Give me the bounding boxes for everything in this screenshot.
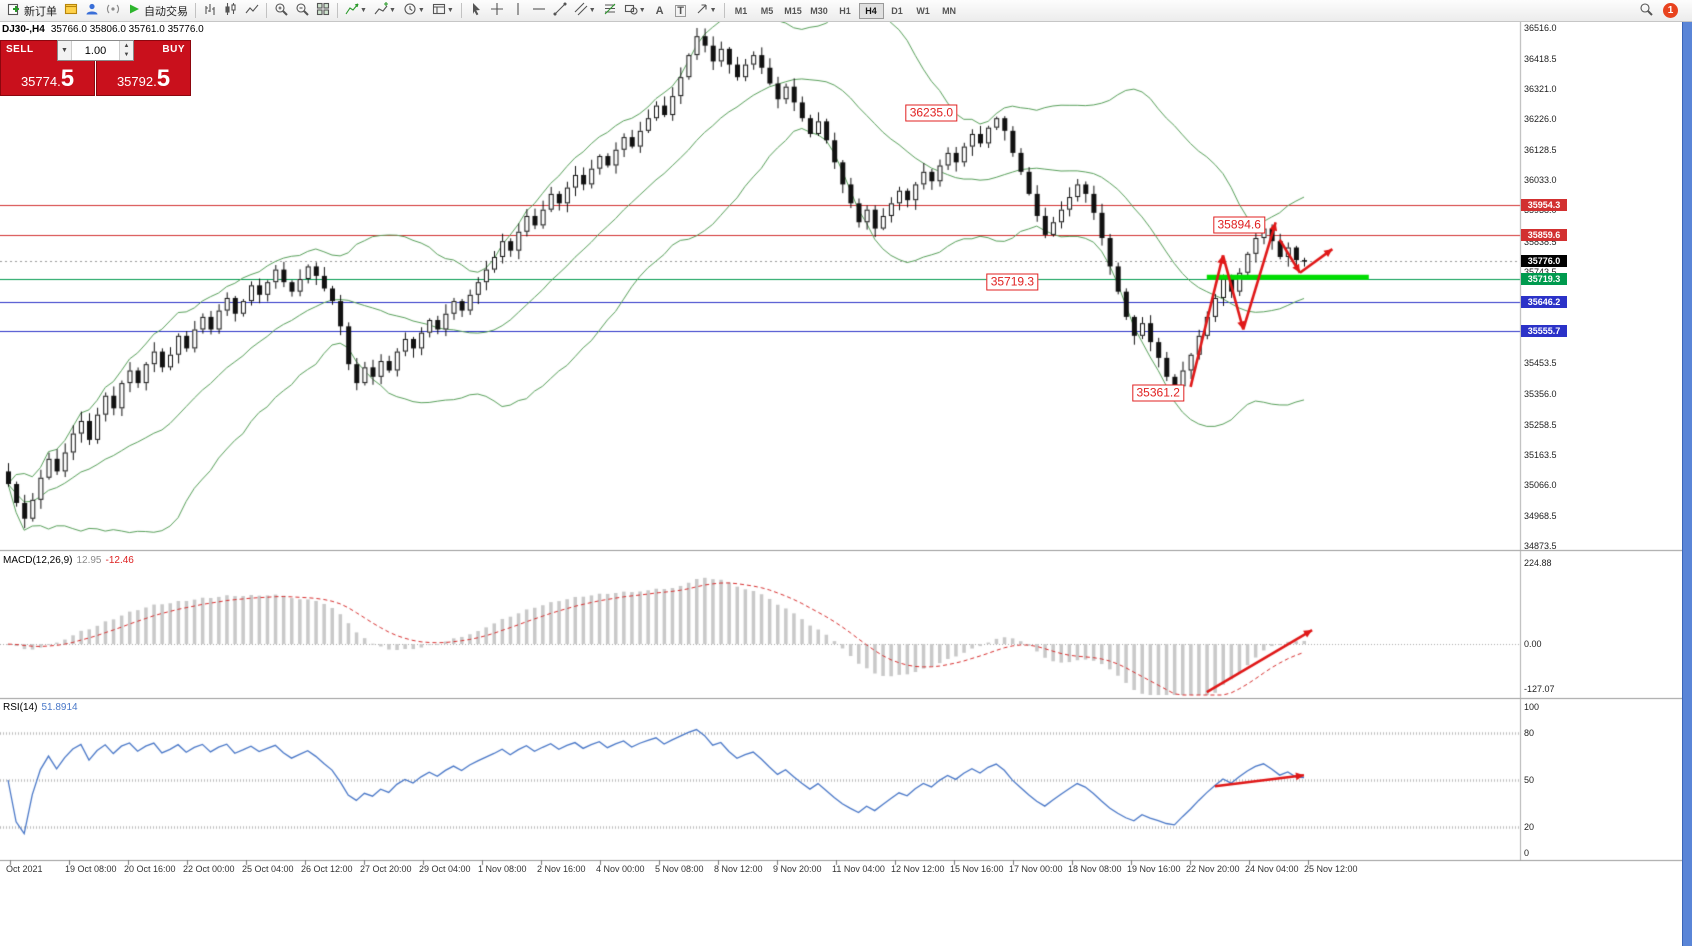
- dropdown-caret-icon: ▼: [709, 7, 717, 14]
- text-button[interactable]: A: [650, 2, 670, 20]
- add-indicator-button[interactable]: ▼: [371, 2, 399, 20]
- bar-chart-button[interactable]: [200, 2, 220, 20]
- vertical-line-icon: [511, 2, 525, 19]
- zoom-out-icon: [295, 2, 309, 19]
- dropdown-caret-icon: ▼: [388, 7, 396, 14]
- price-chart-canvas[interactable]: [0, 22, 1692, 946]
- line-chart-icon: [245, 2, 259, 19]
- toolbar-separator: [723, 3, 725, 18]
- rsi-indicator-label: RSI(14) 51.8914: [3, 702, 78, 713]
- clock-icon: [403, 2, 417, 19]
- chart-window-icon: [64, 2, 78, 19]
- search-icon: [1639, 2, 1653, 19]
- timeframe-button-mn[interactable]: MN: [937, 3, 962, 19]
- volume-increase-button[interactable]: ▲: [120, 41, 133, 51]
- timeframe-button-h4[interactable]: H4: [858, 2, 884, 19]
- timeframe-button-h1[interactable]: H1: [833, 3, 858, 19]
- horizontal-line-button[interactable]: [529, 2, 549, 20]
- signal-button[interactable]: [103, 2, 123, 20]
- autotrading-label: 自动交易: [144, 5, 188, 18]
- toolbar-separator: [266, 3, 267, 18]
- signal-icon: [106, 2, 120, 19]
- autotrading-button[interactable]: 自动交易: [124, 2, 191, 20]
- zoom-out-button[interactable]: [292, 2, 312, 20]
- cursor-button[interactable]: [466, 2, 486, 20]
- text-label-icon: T: [675, 4, 686, 17]
- buy-price: 35792.5: [116, 65, 171, 92]
- chart-area: 36516.0 36418.5 36321.0 36226.0 36128.5 36033…: [0, 22, 1692, 946]
- line-chart-button[interactable]: [242, 2, 262, 20]
- zoom-in-icon: [274, 2, 288, 19]
- macd-indicator-label: MACD(12,26,9) 12.95 -12.46: [3, 555, 134, 566]
- dropdown-caret-icon: ▼: [417, 7, 425, 14]
- main-toolbar: 新订单 自动交易 ▼ ▼ ▼ ▼: [0, 0, 1692, 22]
- profile-icon: [85, 2, 99, 19]
- dropdown-caret-icon: ▼: [588, 7, 596, 14]
- tile-windows-icon: [316, 2, 330, 19]
- add-indicator-icon: [374, 2, 388, 19]
- period-button[interactable]: ▼: [400, 2, 428, 20]
- vertical-scrollbar[interactable]: [1682, 22, 1692, 946]
- autotrading-icon: [127, 2, 141, 19]
- shapes-button[interactable]: ▼: [621, 2, 649, 20]
- toolbar-separator: [460, 3, 462, 18]
- trendline-button[interactable]: [550, 2, 570, 20]
- crosshair-icon: [490, 2, 504, 19]
- timeframe-button-m15[interactable]: M15: [781, 3, 806, 19]
- timeframe-button-w1[interactable]: W1: [911, 3, 936, 19]
- volume-decrease-button[interactable]: ▼: [120, 50, 133, 60]
- ohlc-values: 35766.0 35806.0 35761.0 35776.0: [50, 24, 204, 35]
- sell-price: 35774.5: [20, 65, 75, 92]
- profile-button[interactable]: [82, 2, 102, 20]
- toolbar-separator: [337, 3, 338, 18]
- toolbar-separator: [195, 3, 196, 18]
- text-icon: A: [655, 4, 664, 17]
- timeframe-button-m30[interactable]: M30: [807, 3, 832, 19]
- vertical-line-button[interactable]: [508, 2, 528, 20]
- timeframe-button-m5[interactable]: M5: [755, 3, 780, 19]
- timeframe-button-m1[interactable]: M1: [729, 3, 754, 19]
- one-click-trade-panel: SELL 35774.5 BUY 35792.5 ▼ ▲ ▼: [0, 40, 191, 96]
- candlestick-chart-button[interactable]: [221, 2, 241, 20]
- indicators-icon: [345, 2, 359, 19]
- new-order-icon: [7, 2, 21, 19]
- chart-title: DJ30-,H4 35766.0 35806.0 35761.0 35776.0: [2, 24, 204, 35]
- search-button[interactable]: [1636, 2, 1656, 20]
- symbol-period-label: DJ30-,H4: [2, 24, 45, 35]
- dropdown-caret-icon: ▼: [360, 7, 367, 14]
- crosshair-button[interactable]: [487, 2, 507, 20]
- tile-windows-button[interactable]: [313, 2, 333, 20]
- channel-icon: [574, 2, 588, 19]
- chart-window-button[interactable]: [61, 2, 81, 20]
- arrow-tool-icon: [695, 2, 709, 19]
- horizontal-line-icon: [532, 2, 546, 19]
- timeframe-button-d1[interactable]: D1: [885, 3, 910, 19]
- fibonacci-button[interactable]: [600, 2, 620, 20]
- buy-label: BUY: [162, 44, 185, 55]
- volume-input[interactable]: [72, 41, 119, 60]
- volume-spinner: ▲ ▼: [119, 41, 133, 60]
- timeframe-bar: M1 M5 M15 M30 H1 H4 D1 W1 MN: [729, 2, 962, 19]
- new-order-button[interactable]: 新订单: [4, 2, 60, 20]
- template-button[interactable]: ▼: [429, 2, 457, 20]
- bar-chart-icon: [203, 2, 217, 19]
- candlestick-chart-icon: [224, 2, 238, 19]
- channel-button[interactable]: ▼: [571, 2, 599, 20]
- indicators-button[interactable]: ▼: [342, 2, 370, 20]
- new-order-label: 新订单: [24, 5, 57, 18]
- volume-box: ▼ ▲ ▼: [57, 40, 134, 61]
- arrows-tool-button[interactable]: ▼: [692, 2, 720, 20]
- notification-badge[interactable]: 1: [1663, 3, 1678, 18]
- fibonacci-icon: [603, 2, 617, 19]
- shapes-icon: [624, 2, 638, 19]
- trendline-icon: [553, 2, 567, 19]
- cursor-icon: [469, 2, 483, 19]
- sell-label: SELL: [6, 44, 34, 55]
- zoom-in-button[interactable]: [271, 2, 291, 20]
- dropdown-caret-icon: ▼: [446, 7, 454, 14]
- text-label-button[interactable]: T: [671, 2, 691, 20]
- template-icon: [432, 2, 446, 19]
- volume-dropdown-button[interactable]: ▼: [58, 41, 72, 60]
- dropdown-caret-icon: ▼: [638, 7, 646, 14]
